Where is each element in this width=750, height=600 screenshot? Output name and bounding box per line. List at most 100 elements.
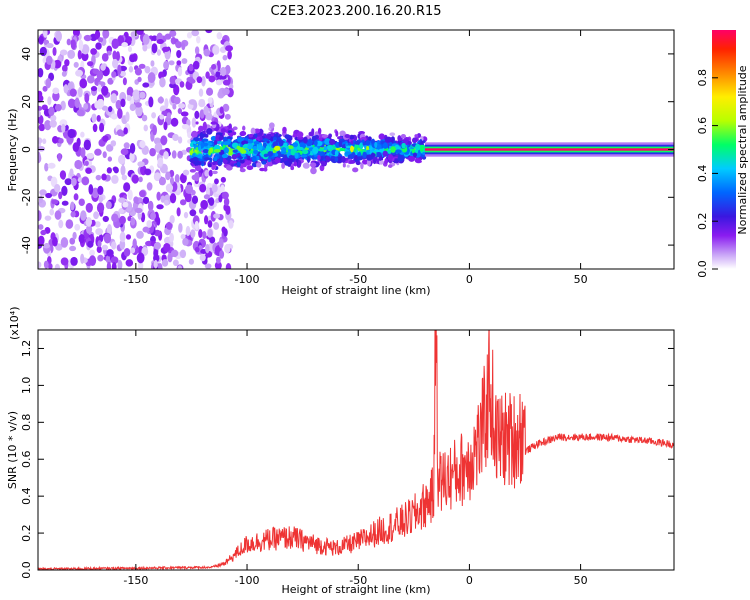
heatmap-cell [202, 130, 206, 134]
heatmap-cell [187, 131, 193, 139]
heatmap-cell [77, 49, 82, 60]
heatmap-cell [203, 48, 211, 57]
heatmap-cell [239, 168, 246, 173]
heatmap-cell [169, 82, 177, 89]
heatmap-cell [138, 63, 146, 69]
heatmap-cell [354, 140, 361, 145]
heatmap-cell [168, 60, 175, 66]
heatmap-cell [144, 168, 152, 176]
heatmap-cell [140, 212, 146, 223]
heatmap-cell [115, 51, 121, 62]
heatmap-cell [222, 54, 228, 61]
heatmap-cell [220, 184, 225, 194]
heatmap-cell [142, 196, 150, 205]
heatmap-cell [47, 263, 53, 269]
heatmap-cell [69, 245, 77, 252]
heatmap-cell [52, 87, 60, 95]
heatmap-cell [165, 183, 174, 193]
heatmap-cell [86, 61, 94, 67]
heatmap-cell [38, 123, 45, 132]
heatmap-cell [205, 71, 210, 79]
heatmap-cell [164, 33, 172, 40]
heatmap-cell [151, 43, 158, 54]
heatmap-cell [215, 256, 221, 264]
heatmap-cell [80, 210, 87, 221]
heatmap-cell [205, 30, 213, 34]
heatmap-cell [97, 254, 104, 262]
heatmap-cell [266, 160, 274, 167]
heatmap-cell [54, 184, 61, 193]
heatmap-cell [231, 153, 238, 160]
heatmap-cell [40, 229, 47, 236]
heatmap-cell [97, 240, 102, 248]
heatmap-cell [296, 146, 304, 151]
heatmap-cell [382, 142, 389, 149]
heatmap-cell [58, 191, 63, 200]
heatmap-cell [110, 93, 118, 104]
heatmap-cell [287, 145, 294, 150]
heatmap-cell [228, 220, 234, 229]
heatmap-cell [55, 30, 62, 42]
heatmap-cell [87, 75, 95, 84]
heatmap-cell [97, 37, 104, 43]
heatmap-cell [120, 148, 129, 156]
heatmap-cell [412, 152, 418, 158]
heatmap-cell [139, 91, 146, 99]
heatmap-cell [267, 151, 273, 157]
heatmap-cell [209, 147, 214, 153]
top-ytick-label: -20 [20, 188, 33, 206]
heatmap-cell [194, 110, 200, 120]
heatmap-cell [96, 245, 102, 254]
heatmap-cell [70, 39, 77, 50]
bottom-ytick-label: 0.0 [20, 561, 33, 579]
heatmap-cell [38, 261, 42, 269]
heatmap-cell [182, 169, 190, 176]
heatmap-cell [330, 155, 336, 160]
heatmap-cell [334, 149, 339, 157]
heatmap-cell [152, 124, 157, 136]
heatmap-cell [259, 136, 263, 141]
heatmap-cell [191, 195, 199, 205]
heatmap-cell [236, 161, 241, 168]
heatmap-cell [142, 44, 148, 52]
heatmap-cell [287, 139, 291, 143]
heatmap-cell [204, 263, 212, 269]
heatmap-cell [350, 140, 354, 145]
heatmap-cell [223, 147, 229, 154]
heatmap-cell [219, 106, 224, 114]
heatmap-cell [390, 146, 396, 153]
heatmap-cell [153, 229, 161, 237]
heatmap-cell [204, 169, 210, 177]
heatmap-cell [96, 202, 105, 214]
heatmap-cell [411, 148, 416, 154]
heatmap-cell [252, 149, 259, 155]
heatmap-cell [225, 263, 232, 269]
heatmap-cell [190, 229, 196, 238]
heatmap-cell [192, 153, 196, 157]
heatmap-cell [349, 134, 355, 140]
snr-series-line [38, 330, 674, 570]
heatmap-cell [264, 163, 268, 169]
top-ytick-label: 40 [20, 47, 33, 61]
heatmap-cell [122, 77, 127, 86]
heatmap-cell [342, 162, 346, 168]
heatmap-cell [147, 72, 156, 84]
heatmap-cell [179, 173, 187, 184]
heatmap-cell [119, 70, 127, 77]
bottom-xtick-label: 50 [574, 574, 588, 587]
heatmap-cell [67, 98, 76, 109]
heatmap-cell [176, 207, 181, 217]
heatmap-cell [96, 114, 101, 122]
heatmap-cell [170, 117, 179, 127]
heatmap-cell [67, 82, 74, 90]
heatmap-cell [80, 147, 86, 159]
heatmap-cell [232, 149, 238, 153]
heatmap-cell [94, 148, 102, 156]
heatmap-cell [159, 114, 165, 120]
heatmap-cell [163, 60, 170, 70]
heatmap-cell [58, 137, 64, 144]
heatmap-cell [191, 130, 198, 138]
heatmap-cell [374, 141, 378, 149]
heatmap-cell [148, 96, 154, 108]
heatmap-cell [163, 199, 169, 206]
